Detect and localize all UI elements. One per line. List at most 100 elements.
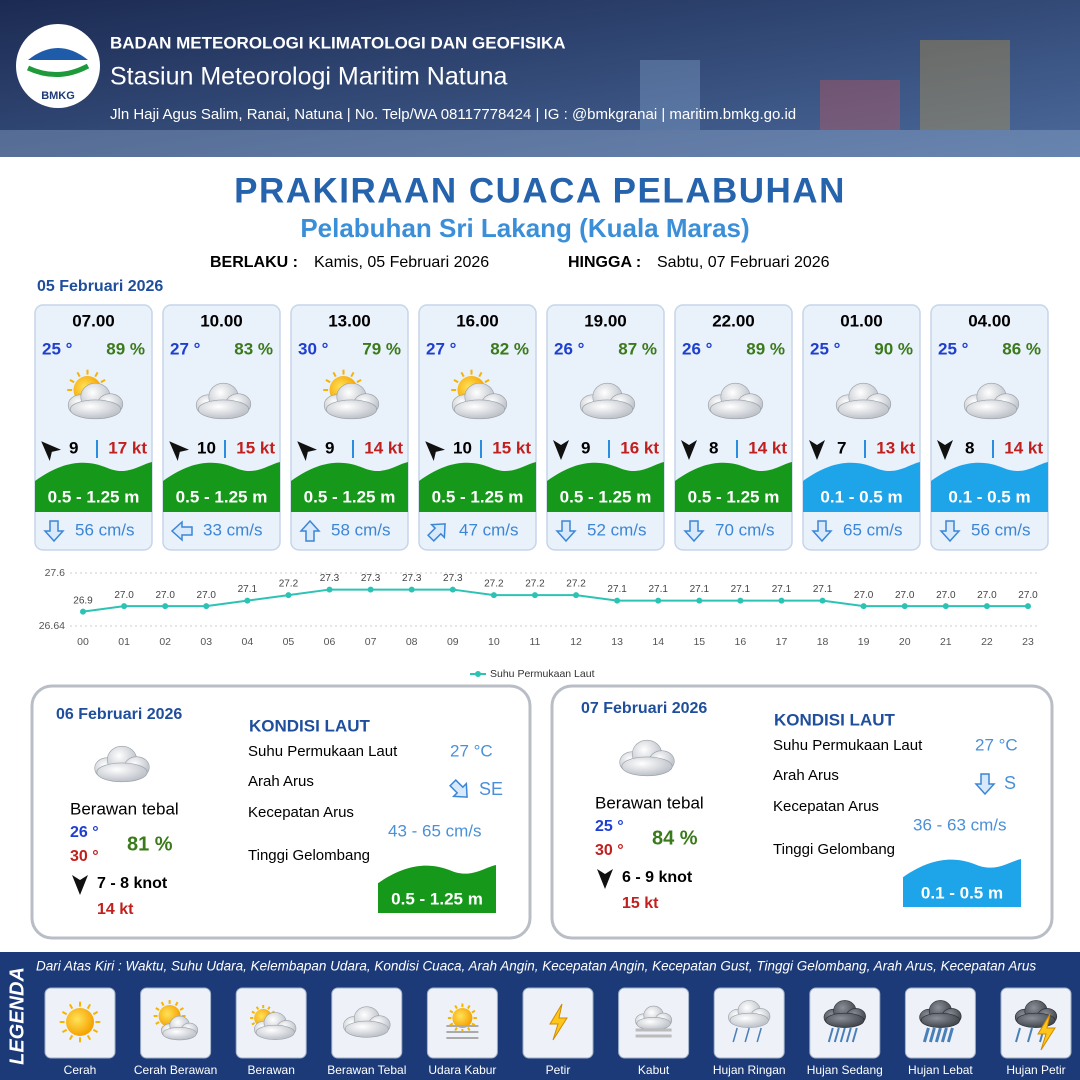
sea-title: KONDISI LAUT [249,716,371,735]
humidity: 83 % [234,339,273,358]
x-tick-label: 23 [1022,636,1034,648]
rain-drop [833,1027,840,1043]
logo-circle [16,24,100,108]
x-tick-label: 01 [118,636,130,648]
cloud-part [837,399,889,420]
sun-ray [68,1003,74,1010]
sun-ray [251,1022,256,1026]
data-label: 27.1 [731,584,751,595]
x-tick-label: 21 [940,636,952,648]
data-label: 27.0 [197,590,217,601]
wave-height: 0.5 - 1.25 m [48,487,140,506]
humidity: 89 % [746,339,785,358]
time: 22.00 [712,311,755,330]
cloud-icon [619,739,675,777]
temp-min: 25 ° [595,818,624,835]
x-tick-label: 00 [77,636,89,648]
cloud-part [453,399,505,420]
wave-height: 0.5 - 1.25 m [176,487,268,506]
sun-ray [471,1022,476,1027]
x-tick-label: 03 [200,636,212,648]
sst-point [737,597,744,604]
sun-ray [478,371,483,378]
x-tick-label: 14 [652,636,664,648]
x-tick-label: 02 [159,636,171,648]
direction-arrow [297,441,318,462]
rain-drop [940,1027,948,1043]
air-temperature: 27 ° [426,339,457,358]
sun-ray [453,378,459,384]
current-speed: 65 cm/s [843,520,903,539]
data-label: 27.1 [813,584,833,595]
data-label: 27.3 [320,573,340,584]
data-label: 27.0 [114,590,134,601]
rain-drop [922,1027,930,1043]
label: Kecepatan Arus [773,798,879,815]
wave-height: 0.5 - 1.25 m [304,487,396,506]
cloud-part [344,1020,389,1038]
sun-disc [66,1008,94,1036]
legend-item-label: Berawan Tebal [327,1063,406,1077]
air-temperature: 26 ° [554,339,585,358]
wave-height: 0.5 - 1.25 m [432,487,524,506]
gust: 14 kt [97,901,134,918]
legend-swatch [475,671,481,677]
logo-text: BMKG [41,90,75,102]
data-label: 27.0 [977,590,997,601]
sun-ray [160,1001,165,1007]
sun-ray [69,378,75,384]
humidity: 86 % [1002,339,1041,358]
gust-speed: 14 kt [364,438,403,457]
sst-point [531,592,538,599]
current-speed: 47 cm/s [459,520,519,539]
direction-arrow [425,441,446,462]
day-date: 05 Februari 2026 [37,278,163,295]
wind-speed: 9 [581,438,590,457]
humidity: 81 % [127,833,173,855]
validity-from: Kamis, 05 Februari 2026 [314,254,489,271]
day-date: 06 Februari 2026 [56,706,182,723]
x-tick-label: 04 [242,636,254,648]
current-arrow [555,520,577,543]
cloud-part [255,1024,295,1040]
sun-ray [61,1028,68,1034]
x-tick-label: 22 [981,636,993,648]
cloud-icon [579,382,636,420]
sun-ray [350,371,355,378]
current-arrow [299,519,321,542]
current-speed: 36 - 63 cm/s [913,815,1007,834]
current-speed: 33 cm/s [203,520,263,539]
air-temperature: 25 ° [42,339,73,358]
air-temperature: 30 ° [298,339,329,358]
cloud-part [198,399,250,420]
validity-label: HINGGA : [568,254,641,271]
wave-height: 0.5 - 1.25 m [688,487,780,506]
sun-ray [356,378,362,384]
sun-ray [179,1007,184,1011]
sst-point [860,603,867,610]
current-speed: 52 cm/s [587,520,647,539]
wave-area [931,462,1048,512]
cloud-part [709,399,761,420]
data-label: 27.2 [279,579,299,590]
data-label: 27.1 [607,584,627,595]
legend-item-label: Berawan [248,1063,295,1077]
cloud-icon [67,382,124,420]
sst-point [942,603,949,610]
sst-point [614,597,621,604]
sun-ray [86,1003,92,1010]
sst-value: 27 °C [450,741,493,760]
rain-drop [851,1027,858,1043]
sst-point [696,597,703,604]
wave-area [163,462,280,512]
header-decoration [0,40,1080,157]
sun-ray [94,371,99,378]
data-label: 27.3 [361,573,381,584]
gust-speed: 13 kt [876,438,915,457]
rain-drop [928,1027,936,1043]
x-tick-label: 19 [858,636,870,648]
humidity: 79 % [362,339,401,358]
sun-ray [155,1007,160,1011]
time: 01.00 [840,311,883,330]
cloud-icon [94,745,150,783]
